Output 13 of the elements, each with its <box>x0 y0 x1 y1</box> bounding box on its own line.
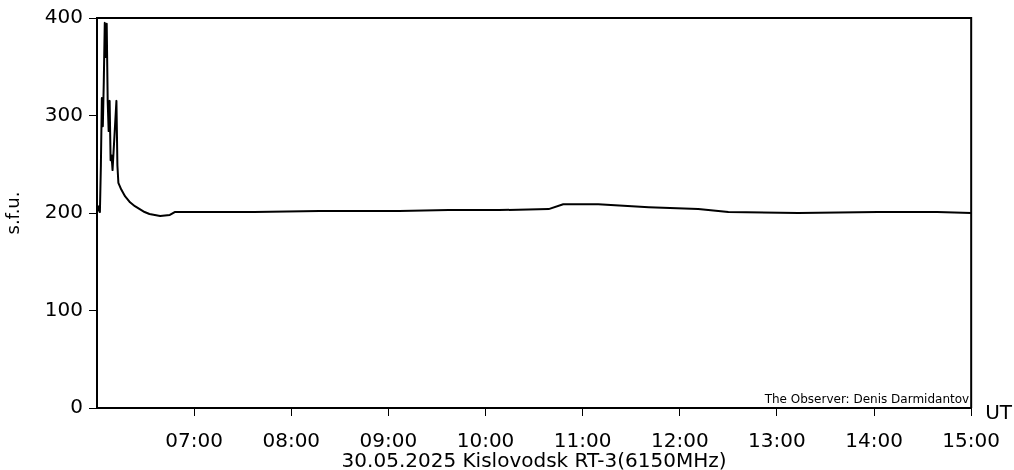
annotation: The Observer: Denis Darmidantov <box>763 392 970 407</box>
x-tick-label: 07:00 <box>165 428 223 453</box>
x-tick-label: 14:00 <box>845 428 903 453</box>
x-axis-title: UT <box>985 400 1013 425</box>
x-tick-label: 15:00 <box>942 428 1000 453</box>
x-tick-label: 13:00 <box>748 428 806 453</box>
y-tick-label: 0 <box>70 394 83 419</box>
x-tick-label: 08:00 <box>262 428 321 453</box>
y-tick-label: 400 <box>44 4 83 29</box>
y-axis-title: s.f.u. <box>2 191 24 235</box>
y-tick-label: 300 <box>44 101 83 126</box>
y-tick-label: 200 <box>44 199 83 224</box>
y-tick-label: 100 <box>44 296 83 321</box>
